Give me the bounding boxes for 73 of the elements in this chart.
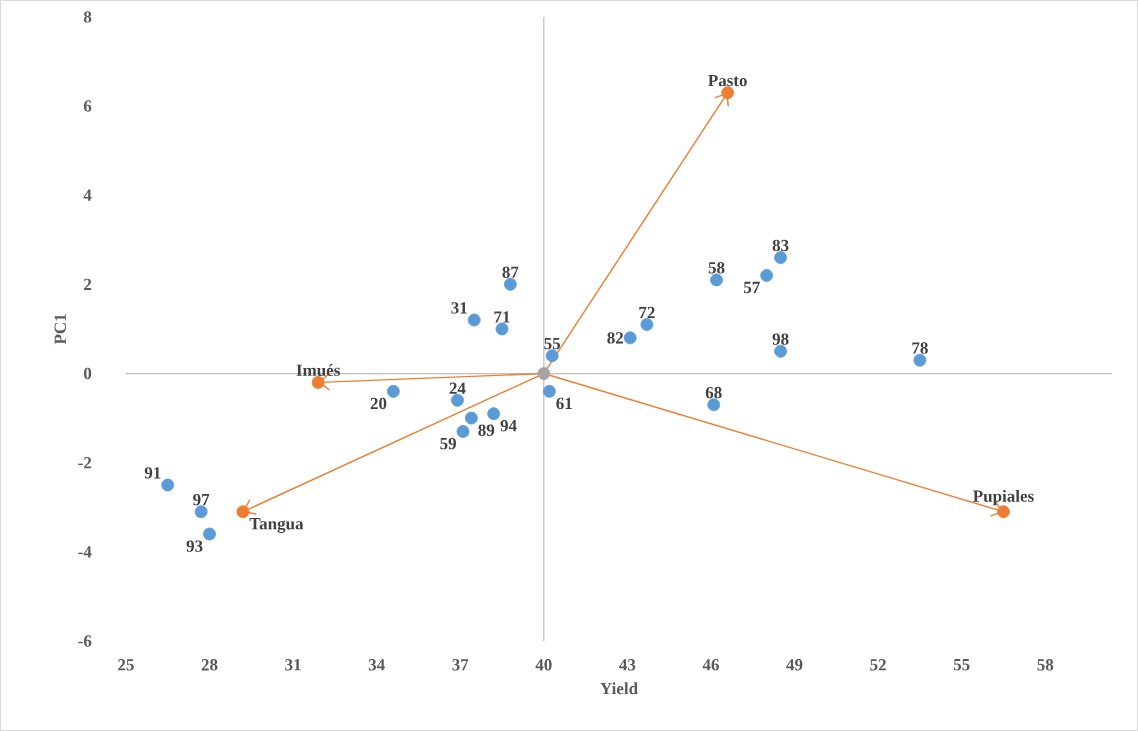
annotation: 93: [186, 540, 203, 552]
point: [774, 344, 787, 358]
y-tick-label: 0: [84, 367, 92, 380]
annotation: 87: [502, 266, 519, 278]
point: [913, 353, 927, 367]
x-axis-title: Yield: [600, 682, 638, 695]
annotation: 82: [607, 332, 624, 344]
x-tick-label: 58: [1037, 659, 1054, 671]
annotation: 59: [440, 437, 456, 450]
x-tick-label: 43: [619, 659, 636, 671]
y-tick-label: -2: [78, 457, 92, 469]
y-tick-label: -6: [78, 635, 92, 647]
x-tick-label: 55: [953, 659, 970, 671]
annotation: 71: [494, 311, 510, 323]
y-tick-label: 4: [83, 189, 92, 201]
y-axis-title: PC1: [54, 314, 66, 345]
point: [542, 384, 556, 398]
annotation: 98: [772, 333, 789, 345]
annotation: Tangua: [249, 518, 304, 534]
point: [194, 505, 208, 519]
annotation: 78: [912, 342, 928, 354]
x-tick-label: 34: [368, 659, 385, 671]
y-tick-label: 2: [84, 278, 92, 291]
x-tick-label: 52: [870, 659, 886, 671]
point: [537, 367, 551, 380]
point: [710, 273, 723, 287]
point: [997, 505, 1010, 519]
y-tick-label: 8: [83, 11, 92, 23]
point: [774, 251, 787, 265]
y-tick-label: -4: [78, 546, 92, 558]
annotation: 68: [705, 386, 722, 399]
annotation: 94: [500, 420, 517, 432]
point: [464, 411, 478, 425]
annotation: 91: [144, 467, 161, 479]
point: [467, 313, 481, 327]
point: [640, 318, 654, 331]
point: [311, 376, 325, 389]
point: [236, 505, 250, 519]
point: [495, 322, 509, 336]
x-tick-label: 49: [786, 659, 803, 671]
point: [760, 269, 774, 282]
x-tick-label: 46: [702, 659, 719, 671]
point: [623, 331, 637, 345]
annotation: 20: [370, 397, 387, 410]
point: [545, 349, 559, 363]
point: [707, 398, 721, 412]
point: [456, 425, 470, 438]
y-tick-label: 6: [83, 100, 92, 112]
annotation: 97: [193, 493, 210, 506]
annotation: 57: [743, 281, 760, 294]
annotation: Pupiales: [973, 489, 1034, 506]
annotation: Imués: [296, 364, 340, 377]
point: [386, 384, 400, 398]
point: [451, 393, 464, 407]
point: [487, 407, 501, 421]
annotation: 24: [449, 382, 466, 394]
annotation: 55: [544, 338, 561, 350]
annotation: 89: [478, 424, 495, 436]
annotation: 31: [451, 302, 467, 314]
x-tick-label: 40: [535, 659, 552, 671]
point: [203, 527, 216, 541]
x-tick-label: 31: [285, 659, 301, 671]
point: [721, 86, 735, 100]
annotation: 61: [556, 397, 572, 410]
x-tick-label: 25: [118, 659, 134, 671]
annotation: 83: [772, 239, 789, 252]
annotation: 72: [639, 306, 655, 319]
x-tick-label: 37: [452, 659, 469, 671]
point: [503, 277, 517, 291]
x-tick-label: 28: [201, 659, 218, 671]
annotation: Pasto: [708, 75, 747, 87]
point: [161, 478, 175, 492]
annotation: 58: [708, 262, 725, 274]
